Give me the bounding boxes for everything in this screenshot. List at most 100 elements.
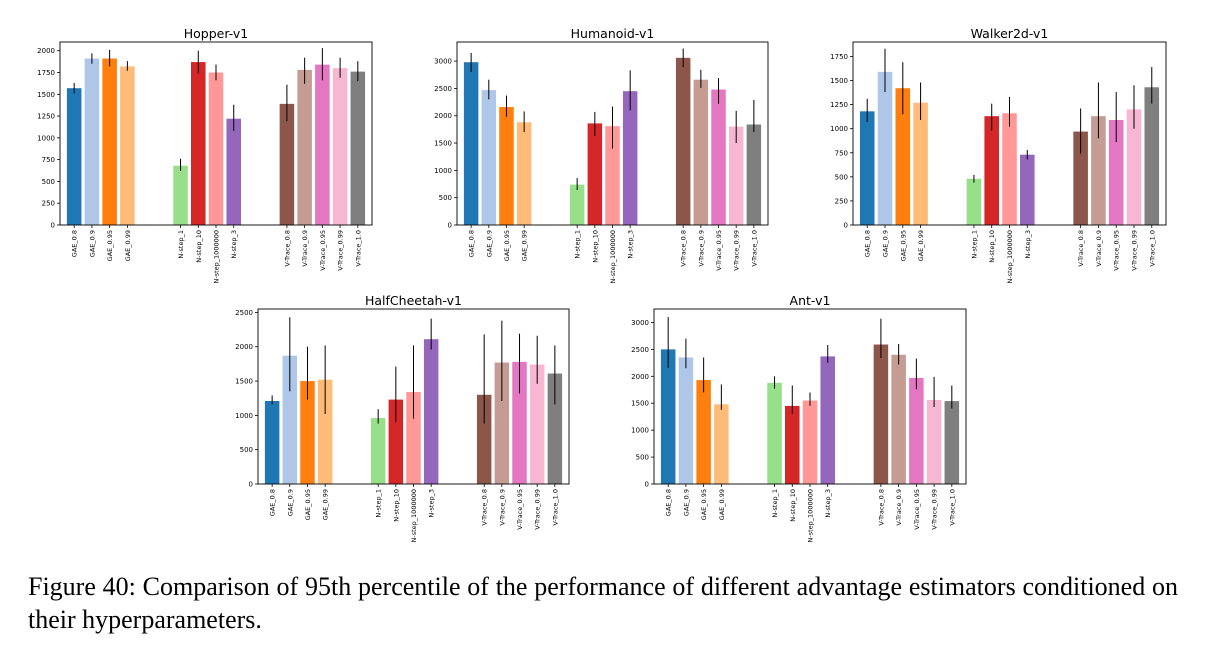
bar-GAE_0.99 <box>516 122 532 225</box>
bar-V-Trace_0.99 <box>529 364 545 484</box>
bar-GAE_0.8 <box>859 111 875 225</box>
bar-V-Trace_0.95 <box>909 377 924 484</box>
y-tick-label: 1000 <box>830 125 848 133</box>
bar-GAE_0.9 <box>877 71 893 225</box>
x-tick-label: N-step_10 <box>988 230 996 263</box>
x-tick-label: N-step_10 <box>591 230 599 263</box>
y-tick-label: 0 <box>844 222 848 230</box>
y-tick-label: 2500 <box>631 346 649 354</box>
x-tick-label: N-step_1000000 <box>807 489 815 542</box>
y-tick-label: 1500 <box>235 378 253 386</box>
x-tick-label: GAE_0.9 <box>882 230 890 257</box>
y-tick-label: 1250 <box>830 101 848 109</box>
x-tick-label: V-Trace_0.9 <box>1095 230 1103 267</box>
x-tick-label: V-Trace_0.8 <box>481 489 489 526</box>
x-tick-label: V-Trace_0.8 <box>680 230 688 267</box>
x-tick-label: N-step_3 <box>230 230 238 259</box>
y-tick-label: 2000 <box>37 47 55 55</box>
bar-N-step_10 <box>191 62 206 225</box>
bar-GAE_0.99 <box>317 379 333 484</box>
bar-V-Trace_0.99 <box>926 400 942 484</box>
y-tick-label: 1750 <box>37 69 55 77</box>
bar-GAE_0.9 <box>282 355 298 484</box>
bar-V-Trace_1.0 <box>1144 87 1160 225</box>
bar-GAE_0.95 <box>499 107 514 225</box>
bar-N-step_1 <box>569 184 585 225</box>
bar-V-Trace_1.0 <box>746 124 762 225</box>
bar-N-step_1000000 <box>208 72 224 225</box>
y-tick-label: 2000 <box>434 112 452 120</box>
x-tick-label: V-Trace_0.9 <box>697 230 705 267</box>
x-tick-label: V-Trace_0.99 <box>733 230 741 271</box>
y-tick-label: 2500 <box>235 309 253 317</box>
plot-frame <box>59 41 373 226</box>
bar-GAE_0.8 <box>660 349 676 484</box>
x-tick-label: N-step_1 <box>375 489 383 518</box>
bar-V-Trace_0.95 <box>1108 120 1124 225</box>
bar-GAE_0.8 <box>264 400 280 484</box>
y-tick-label: 500 <box>636 454 649 462</box>
bar-GAE_0.8 <box>463 62 479 225</box>
x-tick-label: GAE_0.99 <box>718 489 726 520</box>
chart-4: Ant-v1 0 500 1000 1500 2000 2500 3000 GAE_0.8 GAE… <box>631 293 967 542</box>
bar-N-step_3 <box>226 118 241 225</box>
y-tick-label: 1500 <box>830 77 848 85</box>
chart-title: Humanoid-v1 <box>571 26 655 41</box>
bar-N-step_1000000 <box>605 126 620 225</box>
bar-V-Trace_0.95 <box>711 89 726 225</box>
x-tick-label: GAE_0.8 <box>71 230 79 257</box>
bar-GAE_0.8 <box>66 88 82 225</box>
x-tick-label: GAE_0.99 <box>917 230 925 261</box>
x-tick-label: GAE_0.95 <box>106 230 114 261</box>
bar-GAE_0.95 <box>895 88 911 225</box>
bar-N-step_1000000 <box>802 400 818 484</box>
bar-V-Trace_0.99 <box>1126 109 1142 225</box>
x-tick-label: V-Trace_0.8 <box>283 230 291 267</box>
y-tick-label: 1000 <box>37 134 55 142</box>
x-tick-label: GAE_0.99 <box>322 489 330 520</box>
x-tick-label: GAE_0.9 <box>88 230 96 257</box>
x-tick-label: V-Trace_0.8 <box>1077 230 1085 267</box>
x-tick-label: N-step_1000000 <box>1006 230 1014 283</box>
bar-V-Trace_0.99 <box>332 68 348 226</box>
x-tick-label: GAE_0.8 <box>269 489 277 516</box>
x-tick-label: N-step_10 <box>392 489 400 522</box>
bar-V-Trace_1.0 <box>350 71 366 225</box>
x-tick-label: GAE_0.95 <box>899 230 907 261</box>
bar-V-Trace_0.9 <box>297 69 312 225</box>
bar-GAE_0.9 <box>481 90 497 225</box>
bar-V-Trace_0.9 <box>693 79 709 225</box>
x-tick-label: GAE_0.99 <box>521 230 529 261</box>
chart-title: HalfCheetah-v1 <box>365 293 462 308</box>
bar-V-Trace_0.8 <box>675 57 691 225</box>
bar-V-Trace_1.0 <box>547 373 563 484</box>
y-tick-label: 1500 <box>434 140 452 148</box>
x-tick-label: GAE_0.95 <box>503 230 511 261</box>
bar-N-step_10 <box>785 405 800 484</box>
bar-V-Trace_0.8 <box>1073 131 1088 225</box>
y-tick-label: 250 <box>835 197 848 205</box>
x-tick-label: V-Trace_0.99 <box>931 489 939 530</box>
y-tick-label: 1250 <box>37 113 55 121</box>
y-tick-label: 1000 <box>235 412 253 420</box>
x-tick-label: V-Trace_1.0 <box>1148 230 1156 267</box>
bar-N-step_1 <box>370 418 386 484</box>
y-tick-label: 0 <box>448 222 452 230</box>
caption-text: Comparison of 95th percentile of the per… <box>28 572 1178 634</box>
x-tick-label: N-step_10 <box>789 489 797 522</box>
y-tick-label: 750 <box>835 149 848 157</box>
bar-V-Trace_1.0 <box>944 401 960 484</box>
x-tick-label: V-Trace_0.95 <box>516 489 524 530</box>
y-tick-label: 2000 <box>631 373 649 381</box>
bar-N-step_10 <box>388 399 404 484</box>
y-tick-label: 0 <box>249 481 253 489</box>
y-tick-label: 0 <box>645 481 649 489</box>
bar-GAE_0.99 <box>913 102 928 225</box>
bar-N-step_1000000 <box>1002 113 1017 225</box>
bar-GAE_0.99 <box>120 66 135 226</box>
x-tick-label: N-step_3 <box>1024 230 1032 259</box>
y-tick-label: 3000 <box>434 58 452 66</box>
bar-V-Trace_0.99 <box>728 126 744 225</box>
bar-GAE_0.9 <box>84 58 100 225</box>
x-tick-label: V-Trace_0.99 <box>534 489 542 530</box>
